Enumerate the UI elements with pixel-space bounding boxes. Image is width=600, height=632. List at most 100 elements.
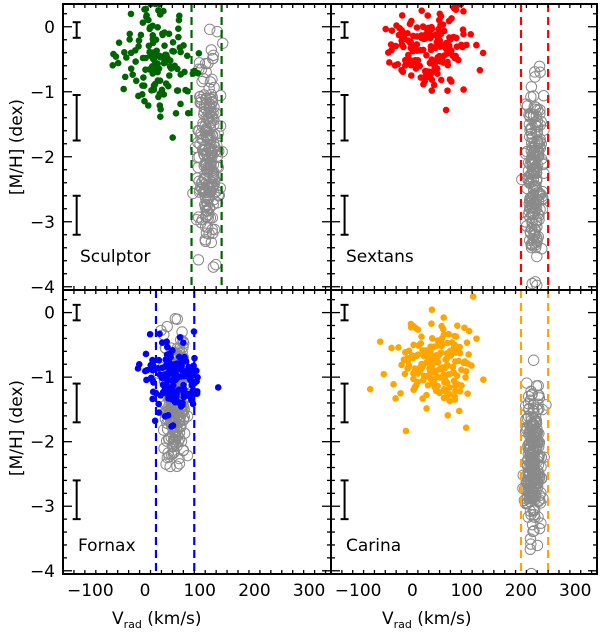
member-point bbox=[480, 376, 487, 383]
foreground-point bbox=[204, 23, 216, 36]
member-point bbox=[155, 400, 162, 408]
member-point bbox=[165, 72, 173, 79]
member-point bbox=[121, 49, 128, 56]
panels-group: 0 −1 −2 −3 −4 Sculptor Sextans 0 −1 −2 −3 −4 −100 0 10… bbox=[30, 3, 598, 601]
foreground-point bbox=[173, 452, 185, 465]
member-point bbox=[440, 394, 448, 402]
foreground-point bbox=[161, 320, 173, 333]
foreground-point bbox=[529, 66, 541, 78]
member-point bbox=[429, 360, 436, 368]
member-point bbox=[453, 43, 461, 50]
x-axis-label-main: V bbox=[382, 609, 394, 629]
member-point bbox=[398, 37, 405, 44]
member-point bbox=[184, 109, 192, 117]
member-point bbox=[427, 375, 435, 383]
plot-area bbox=[382, 4, 550, 290]
foreground-point bbox=[199, 201, 212, 213]
member-point bbox=[451, 393, 458, 400]
member-point bbox=[171, 62, 178, 70]
member-point bbox=[452, 387, 459, 395]
member-point bbox=[139, 19, 147, 26]
foreground-point bbox=[171, 313, 183, 325]
foreground-point bbox=[524, 202, 536, 214]
member-point bbox=[447, 48, 455, 55]
foreground-point bbox=[200, 122, 213, 134]
member-point bbox=[142, 54, 149, 62]
member-point bbox=[407, 72, 415, 79]
member-point bbox=[164, 411, 172, 419]
foreground-point bbox=[217, 37, 229, 49]
member-point bbox=[150, 49, 157, 56]
member-point bbox=[140, 74, 147, 81]
member-point bbox=[414, 351, 422, 358]
member-point bbox=[418, 365, 425, 372]
foreground-point bbox=[200, 104, 213, 117]
foreground-point bbox=[196, 176, 208, 189]
member-point bbox=[427, 71, 434, 78]
foreground-point bbox=[525, 145, 537, 157]
member-point bbox=[428, 76, 436, 83]
y-tick-label: −2 bbox=[30, 148, 55, 168]
plot-area bbox=[109, 4, 229, 290]
foreground-point bbox=[207, 49, 220, 62]
member-point bbox=[418, 7, 426, 14]
foreground-point bbox=[526, 132, 538, 144]
foreground-point bbox=[535, 138, 548, 150]
y-tick-label: −2 bbox=[30, 433, 55, 453]
x-tick-label: 0 bbox=[140, 581, 151, 601]
member-point bbox=[434, 34, 442, 42]
member-point bbox=[366, 385, 374, 393]
member-point bbox=[135, 37, 143, 44]
member-point bbox=[142, 13, 150, 21]
foreground-point bbox=[198, 73, 210, 85]
foreground-point bbox=[531, 279, 543, 290]
foreground-point bbox=[525, 81, 538, 93]
member-point bbox=[464, 390, 471, 397]
member-point bbox=[473, 335, 480, 342]
member-point bbox=[175, 353, 183, 361]
member-point bbox=[168, 368, 176, 376]
foreground-point bbox=[519, 400, 532, 412]
member-point bbox=[127, 10, 135, 18]
x-tick-label: 200 bbox=[238, 581, 270, 601]
member-point bbox=[442, 41, 450, 48]
member-point bbox=[179, 339, 187, 346]
member-point bbox=[458, 382, 465, 389]
member-point bbox=[155, 65, 163, 72]
foreground-point bbox=[193, 125, 205, 137]
foreground-point bbox=[200, 93, 213, 105]
member-point bbox=[169, 38, 177, 46]
member-point bbox=[181, 372, 188, 380]
member-point bbox=[183, 52, 191, 60]
member-point bbox=[398, 361, 405, 369]
member-point bbox=[182, 86, 189, 94]
panel-frame bbox=[330, 289, 598, 575]
member-point bbox=[454, 322, 461, 329]
member-point bbox=[460, 7, 467, 15]
foreground-point bbox=[198, 173, 210, 185]
member-point bbox=[419, 395, 426, 402]
foreground-point bbox=[519, 216, 532, 228]
foreground-point bbox=[162, 433, 175, 445]
member-point bbox=[398, 12, 406, 19]
foreground-point bbox=[171, 460, 183, 473]
member-point bbox=[135, 361, 143, 368]
foreground-point bbox=[533, 427, 545, 440]
foreground-point bbox=[534, 66, 546, 78]
member-point bbox=[146, 23, 154, 31]
foreground-point bbox=[521, 475, 533, 487]
foreground-point bbox=[208, 81, 220, 94]
y-tick-label: −1 bbox=[30, 83, 55, 103]
member-point bbox=[411, 365, 419, 372]
member-point bbox=[424, 12, 432, 19]
member-point bbox=[406, 20, 414, 28]
member-point bbox=[390, 380, 397, 388]
member-point bbox=[185, 390, 193, 398]
member-point bbox=[465, 351, 472, 358]
foreground-point bbox=[533, 403, 545, 415]
foreground-point bbox=[205, 185, 217, 197]
foreground-point bbox=[525, 137, 538, 149]
foreground-point bbox=[195, 131, 207, 143]
member-point bbox=[131, 47, 139, 54]
member-point bbox=[174, 87, 182, 94]
